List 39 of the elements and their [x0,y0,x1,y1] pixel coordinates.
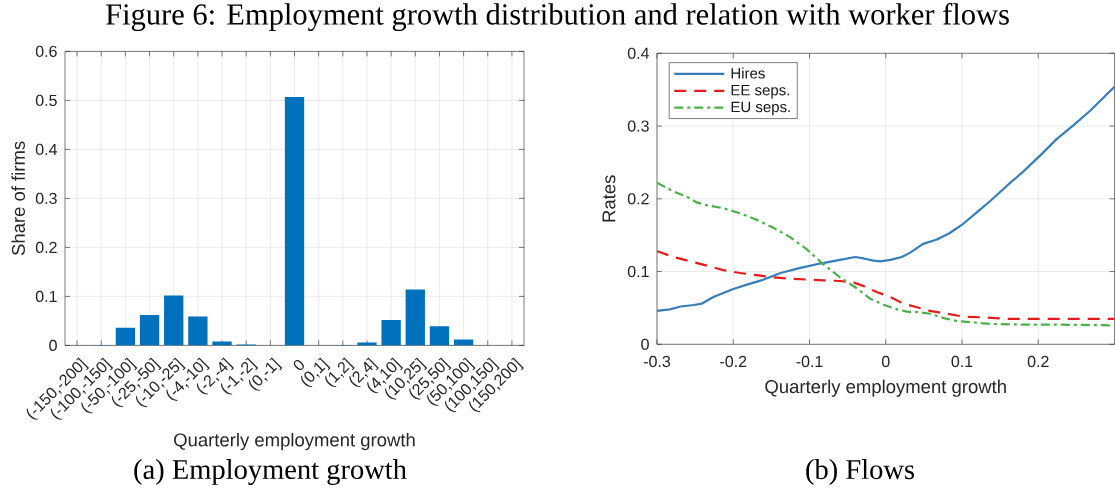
y-axis-title: Rates [602,175,616,222]
y-tick-label: 0.4 [35,143,58,156]
x-tick-label: -0.1 [796,355,823,368]
bar [405,289,425,346]
x-tick-label: 0.2 [1027,355,1049,368]
bar [115,327,136,346]
legend-label: EE seps. [731,84,790,99]
bar [188,316,208,346]
x-tick-label: 0.1 [951,355,973,368]
bar [164,295,184,346]
text: (a) Employment growth [134,459,407,485]
x-axis-title: Quarterly employment growth [174,432,415,451]
y-tick-label: 0.5 [35,94,57,107]
y-tick-label: 0.1 [35,290,57,303]
x-tick-label: 0 [881,355,890,368]
line-series [657,85,1115,312]
x-axis-title: Quarterly employment growth [765,379,1006,397]
x-tick-label: -0.3 [643,355,671,368]
bar [357,342,377,346]
legend-label: EU seps. [731,101,790,116]
y-tick-label: 0.3 [35,192,57,205]
bar [429,326,450,346]
y-tick-label: 0.2 [35,241,57,254]
bar [212,341,232,346]
y-axis-title: Share of firms [11,141,25,256]
text: (b) Flows [806,459,914,485]
y-tick-label: 0.2 [627,193,649,205]
x-tick-label: -0.2 [720,355,747,368]
text: Figure 6: Employment growth distribution and relation with worker flows [106,2,1009,32]
bar [284,96,305,346]
y-tick-label: 0.6 [35,45,57,58]
y-tick-label: 0 [49,339,57,352]
y-tick-label: 0.1 [627,265,649,278]
y-tick-label: 0.3 [627,120,649,132]
bar [381,319,401,346]
y-tick-label: 0.4 [627,47,650,59]
bar [139,315,160,346]
y-tick-label: 0 [641,338,649,350]
legend-label: Hires [731,67,765,79]
